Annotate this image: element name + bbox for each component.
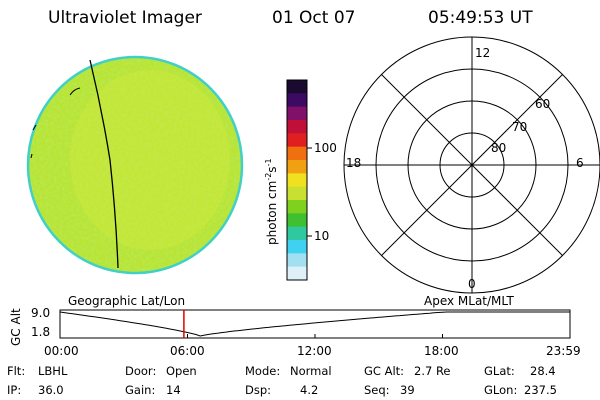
seq-label: Seq: <box>364 383 390 397</box>
colorbar-unit-label: photon cm-2s-1 <box>264 158 279 245</box>
colorbar-tick-100: 100 <box>314 141 337 155</box>
mlt-label-18: 18 <box>346 156 362 170</box>
gc-alt-axis-title: GC Alt <box>9 308 23 346</box>
mlt-label-6: 6 <box>576 156 584 170</box>
dsp-value: 4.2 <box>300 383 319 397</box>
lat-label-80: 80 <box>491 141 507 155</box>
colorbar-tick-10: 10 <box>314 229 330 243</box>
x-tick-1800: 18:00 <box>424 344 459 358</box>
colorbar-band <box>287 213 307 228</box>
filter-label: Flt: <box>7 364 26 378</box>
colorbar-band <box>287 106 307 121</box>
apex-label: Apex MLat/MLT <box>424 294 514 308</box>
terminator-line <box>89 59 119 269</box>
lat-label-70: 70 <box>512 120 528 134</box>
colorbar-band <box>287 186 307 201</box>
colorbar-band <box>287 93 307 108</box>
colorbar-band <box>287 160 307 174</box>
lat-label-60: 60 <box>535 97 551 111</box>
colorbar-band <box>287 266 307 281</box>
gcalt-label: GC Alt: <box>364 364 405 378</box>
gcalt-value: 2.7 Re <box>414 364 451 378</box>
door-label: Door: <box>125 364 157 378</box>
x-tick-2359: 23:59 <box>546 344 581 358</box>
orbit-plot <box>59 309 571 339</box>
mode-label: Mode: <box>245 364 281 378</box>
colorbar-band <box>287 240 307 254</box>
glon-value: 237.5 <box>524 383 557 397</box>
glat-label: GLat: <box>484 364 515 378</box>
colorbar-band <box>287 173 307 188</box>
dsp-label: Dsp: <box>245 383 272 397</box>
mlt-label-12: 12 <box>475 46 491 60</box>
gc-alt-bottom: 1.8 <box>31 325 51 339</box>
earth-image <box>26 55 244 275</box>
colorbar-band <box>287 120 307 134</box>
door-value: Open <box>166 364 197 378</box>
gain-label: Gain: <box>125 383 156 397</box>
colorbar-band <box>287 133 307 148</box>
gain-value: 14 <box>166 383 181 397</box>
colorbar-band <box>287 226 307 241</box>
polar-plot <box>343 36 600 294</box>
glon-label: GLon: <box>484 383 518 397</box>
colorbar-band <box>287 253 307 268</box>
colorbar-band <box>287 200 307 214</box>
x-tick-0000: 00:00 <box>44 344 79 358</box>
gc-alt-top: 9.0 <box>31 306 51 320</box>
colorbar-band <box>287 146 307 161</box>
seq-value: 39 <box>400 383 415 397</box>
mode-value: Normal <box>290 364 332 378</box>
colorbar-band <box>287 80 307 94</box>
x-tick-0600: 06:00 <box>170 344 205 358</box>
instrument-title: Ultraviolet Imager <box>48 8 202 28</box>
observation-date: 01 Oct 07 <box>272 8 356 28</box>
observation-time: 05:49:53 UT <box>428 8 533 28</box>
ip-value: 36.0 <box>38 383 64 397</box>
glat-value: 28.4 <box>530 364 556 378</box>
filter-value: LBHL <box>38 364 68 378</box>
x-tick-1200: 12:00 <box>297 344 332 358</box>
colorbar <box>287 80 307 281</box>
mlt-label-0: 0 <box>468 277 476 291</box>
ip-label: IP: <box>7 383 22 397</box>
geographic-label: Geographic Lat/Lon <box>68 294 186 308</box>
